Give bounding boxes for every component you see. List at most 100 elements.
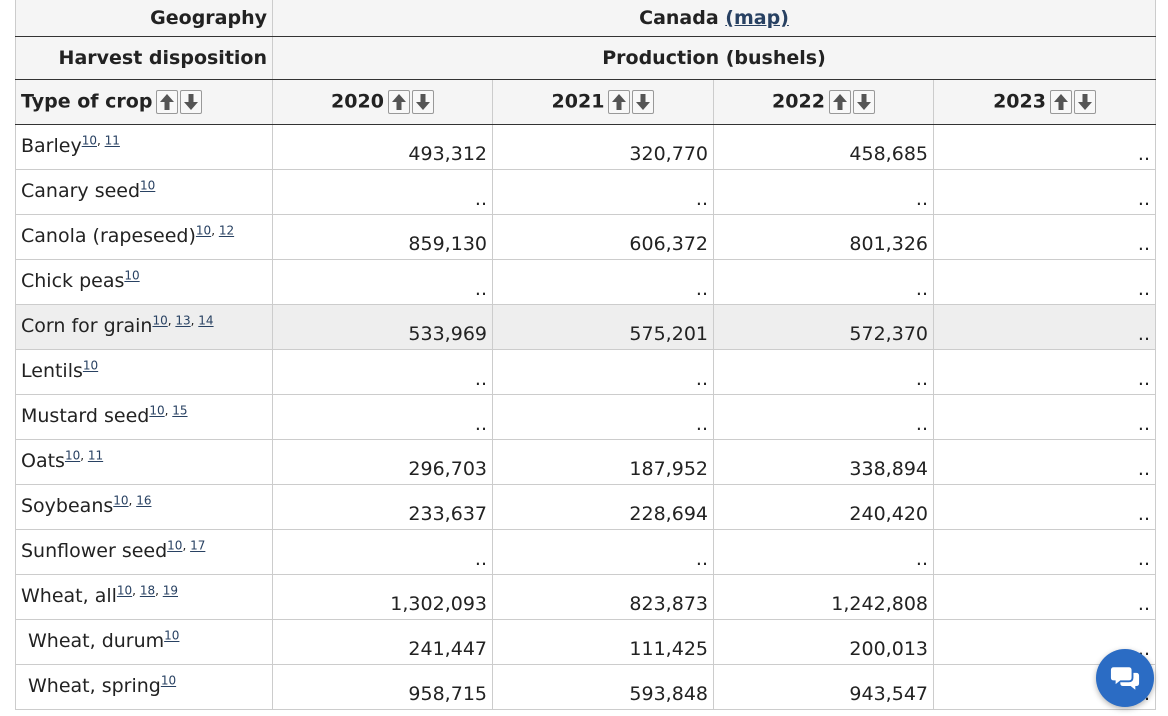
footnote-link[interactable]: 19: [162, 583, 179, 598]
footnote-link[interactable]: 10: [195, 223, 212, 238]
crop-name-cell: Corn for grain10, 13, 14: [15, 304, 273, 350]
footnote-separator: ,: [132, 583, 140, 598]
footnote-refs: 10, 12: [196, 224, 234, 238]
footnote-refs: 10: [161, 674, 176, 688]
value-cell: ..: [932, 124, 1157, 170]
footnote-separator: ,: [155, 583, 163, 598]
footnote-refs: 10: [164, 629, 179, 643]
value-cell: ..: [932, 484, 1157, 530]
table-row: Corn for grain10, 13, 14 533,969 575,201 57…: [15, 304, 1157, 350]
value-cell: ..: [932, 394, 1157, 440]
crop-name: Chick peas: [21, 270, 125, 292]
footnote-refs: 10, 17: [167, 539, 205, 553]
footnote-link[interactable]: 11: [104, 133, 120, 148]
footnote-separator: ,: [80, 448, 88, 463]
value-cell: 823,873: [492, 574, 714, 620]
footnote-link[interactable]: 10: [81, 133, 97, 148]
footnote-refs: 10, 13, 14: [152, 314, 213, 328]
arrow-down-icon[interactable]: [1073, 90, 1096, 114]
arrow-up-icon[interactable]: [828, 90, 851, 114]
chat-button[interactable]: [1096, 649, 1154, 707]
value-cell: 859,130: [272, 214, 493, 260]
footnote-link[interactable]: 12: [218, 223, 235, 238]
table-row: Sunflower seed10, 17........: [15, 529, 1157, 575]
table-row: Barley10, 11 493,312 320,770 458,685..: [15, 124, 1157, 170]
table-row: Mustard seed10, 15........: [15, 394, 1157, 440]
crop-name-cell: Wheat, spring10: [15, 664, 273, 710]
footnote-link[interactable]: 10: [116, 583, 133, 598]
value-cell: 593,848: [492, 664, 714, 710]
value-cell: 493,312: [272, 124, 493, 170]
footnote-link[interactable]: 10: [160, 673, 177, 688]
footnote-separator: ,: [190, 313, 199, 328]
value-cell: ..: [713, 259, 934, 305]
value-cell: ..: [272, 529, 493, 575]
year-header-2021: 2021: [492, 79, 714, 125]
footnote-link[interactable]: 10: [82, 358, 99, 373]
crop-name-cell: Wheat, durum10: [15, 619, 273, 665]
footnote-refs: 10: [140, 179, 155, 193]
footnote-link[interactable]: 10: [140, 178, 156, 193]
footnote-link[interactable]: 11: [87, 448, 104, 463]
disposition-value: Production (bushels): [271, 36, 1157, 80]
crop-name: Barley: [21, 135, 82, 157]
crop-name: Oats: [21, 450, 65, 472]
footnote-link[interactable]: 13: [175, 313, 191, 328]
crop-name: Sunflower seed: [21, 540, 168, 562]
value-cell: ..: [272, 169, 493, 215]
arrow-up-icon[interactable]: [156, 90, 179, 114]
footnote-link[interactable]: 18: [139, 583, 156, 598]
footnote-link[interactable]: 10: [167, 538, 183, 553]
footnote-link[interactable]: 10: [64, 448, 81, 463]
crop-type-header: Type of crop: [15, 79, 273, 125]
crop-name: Soybeans: [21, 495, 114, 517]
table-row: Wheat, all10, 18, 19 1,302,093 823,873 1,24…: [15, 574, 1157, 620]
footnote-separator: ,: [182, 538, 191, 553]
arrow-up-icon[interactable]: [387, 90, 410, 114]
arrow-down-icon[interactable]: [632, 90, 655, 114]
footnote-separator: ,: [167, 313, 176, 328]
value-cell: 233,637: [272, 484, 493, 530]
value-cell: 943,547: [713, 664, 934, 710]
arrow-up-icon[interactable]: [608, 90, 631, 114]
footnote-link[interactable]: 10: [124, 268, 140, 283]
value-cell: ..: [932, 574, 1157, 620]
footnote-link[interactable]: 10: [164, 628, 180, 643]
arrow-up-icon[interactable]: [1049, 90, 1072, 114]
crop-name-cell: Barley10, 11: [15, 124, 273, 170]
year-label: 2021: [551, 90, 605, 113]
footnote-refs: 10, 11: [82, 134, 120, 148]
crop-name-cell: Canary seed10: [15, 169, 273, 215]
value-cell: ..: [492, 529, 714, 575]
footnote-refs: 10: [124, 269, 139, 283]
geography-label: Geography: [15, 0, 273, 37]
crop-name: Canola (rapeseed): [21, 225, 196, 247]
arrow-down-icon[interactable]: [411, 90, 434, 114]
value-cell: ..: [492, 169, 714, 215]
year-header-2023: 2023: [932, 79, 1157, 125]
year-label: 2020: [331, 90, 384, 113]
footnote-link[interactable]: 10: [113, 493, 129, 508]
arrow-down-icon[interactable]: [180, 90, 203, 114]
footnote-link[interactable]: 16: [136, 493, 152, 508]
footnote-link[interactable]: 17: [190, 538, 206, 553]
footnote-link[interactable]: 10: [152, 313, 168, 328]
value-cell: ..: [932, 439, 1157, 485]
map-link[interactable]: (map): [725, 7, 789, 29]
year-label: 2023: [993, 90, 1046, 113]
table-row: Wheat, durum10 241,447 111,425 200,013..: [15, 619, 1157, 665]
footnote-link[interactable]: 10: [149, 403, 165, 418]
crop-name-cell: Oats10, 11: [15, 439, 273, 485]
value-cell: 801,326: [713, 214, 934, 260]
value-cell: ..: [932, 349, 1157, 395]
value-cell: 320,770: [492, 124, 714, 170]
value-cell: ..: [713, 169, 934, 215]
footnote-link[interactable]: 14: [198, 313, 214, 328]
footnote-link[interactable]: 15: [172, 403, 188, 418]
arrow-down-icon[interactable]: [852, 90, 875, 114]
footnote-refs: 10, 16: [113, 494, 151, 508]
crop-name-cell: Mustard seed10, 15: [15, 394, 273, 440]
value-cell: 200,013: [713, 619, 934, 665]
crop-name-cell: Canola (rapeseed)10, 12: [15, 214, 273, 260]
value-cell: 1,242,808: [713, 574, 934, 620]
